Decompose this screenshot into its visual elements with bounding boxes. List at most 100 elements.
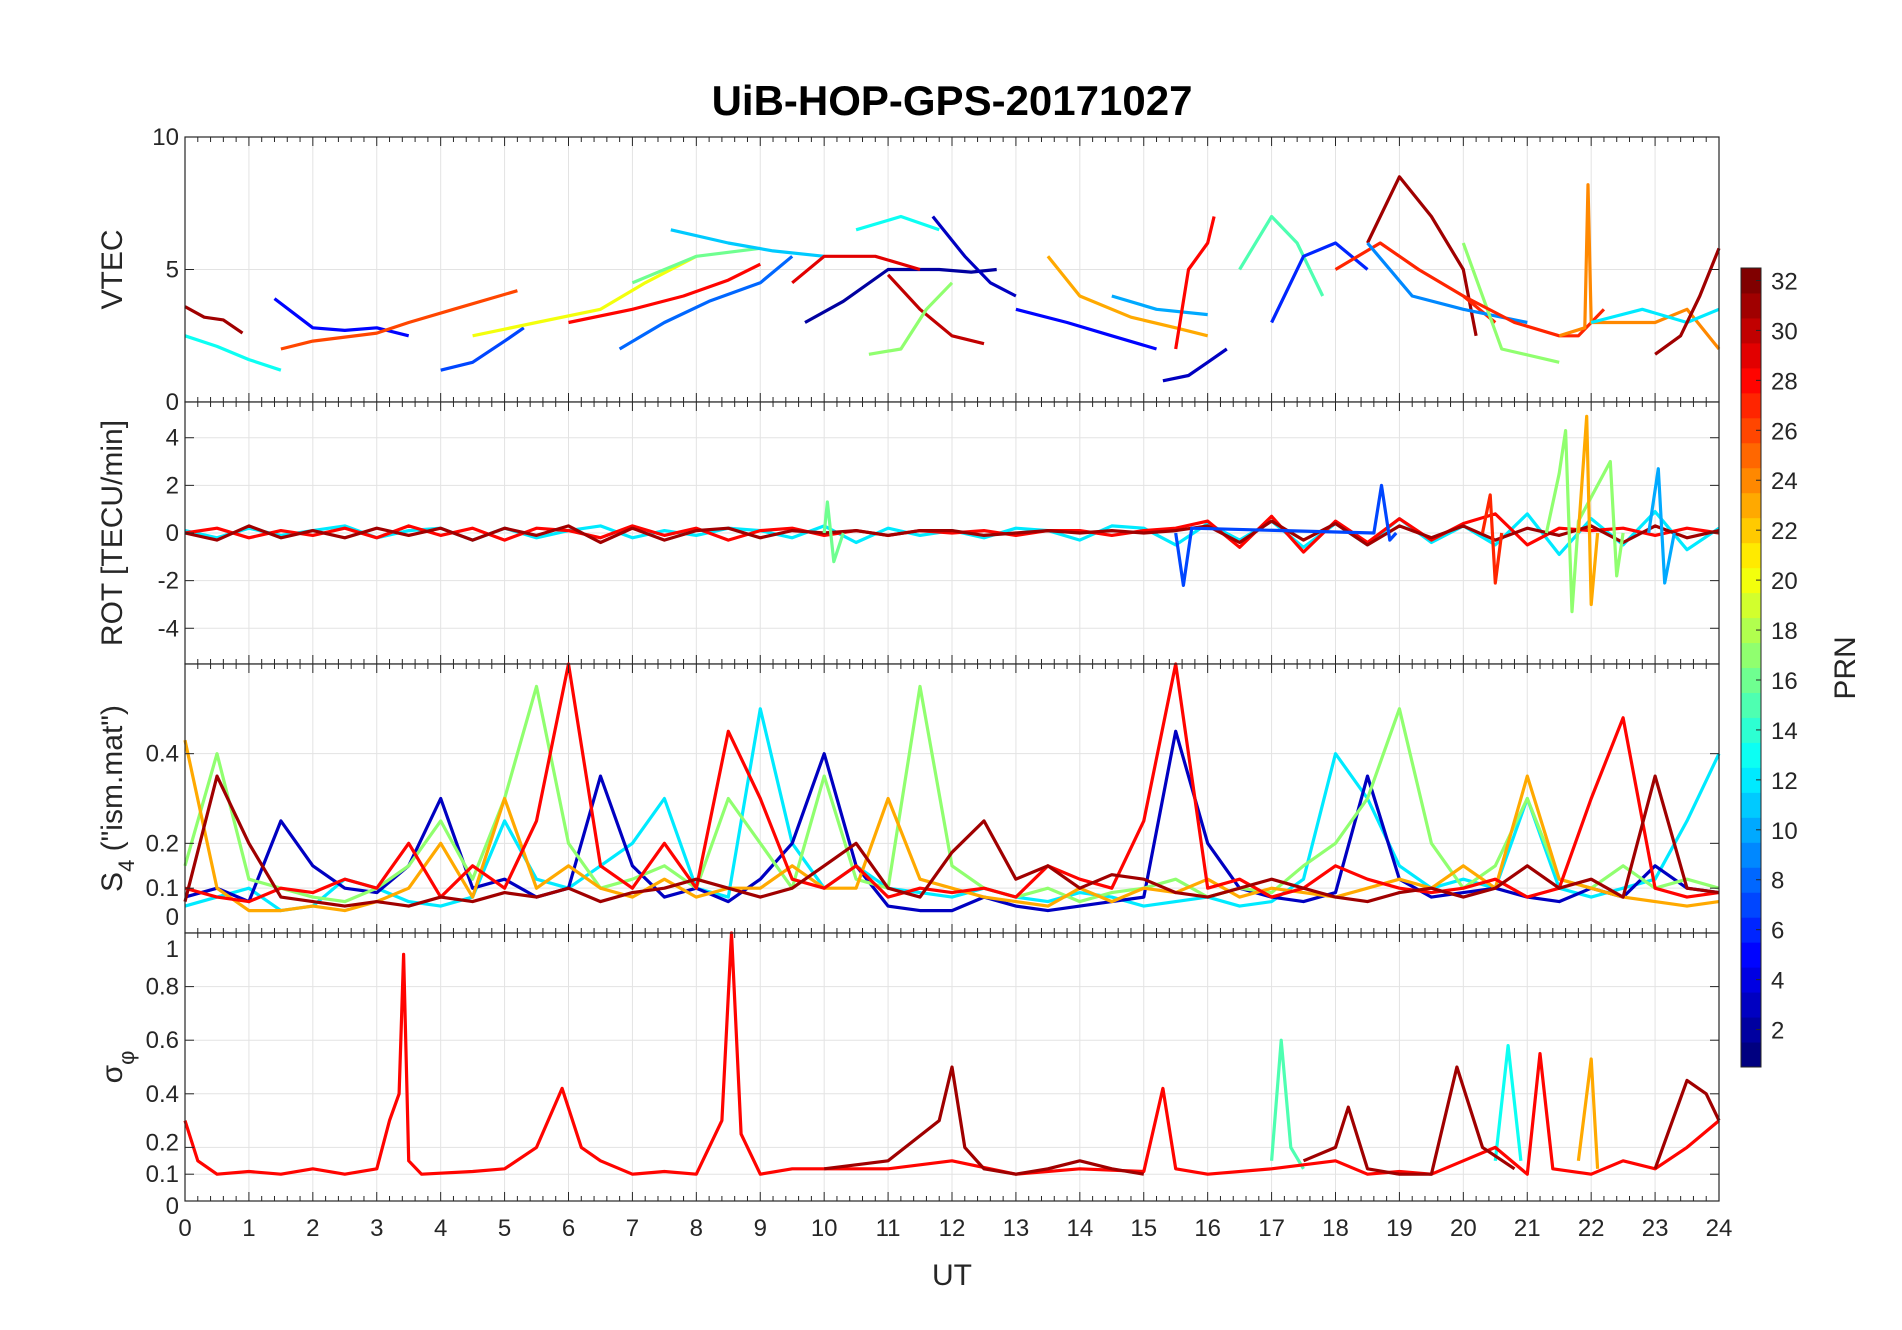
colorbar-swatch	[1741, 717, 1761, 743]
x-tick-label: 13	[1003, 1215, 1030, 1242]
y-label-main: S	[96, 872, 129, 892]
y-tick-label: 10	[152, 124, 179, 151]
series-prn-28	[183, 931, 1721, 1176]
colorbar-swatch	[1741, 392, 1761, 419]
series-prn-10	[1647, 467, 1676, 585]
colorbar-swatch	[1741, 467, 1761, 494]
panel-1: -4 -2 0 2 4 ROT [TECU/min]	[96, 401, 1720, 665]
series-prn-12	[184, 707, 1721, 913]
series-prn-13	[184, 334, 282, 372]
panel-3: 0 0.1 0.2 0.4 0.6 0.8 1 σφ	[96, 931, 1721, 1220]
colorbar-swatch	[1741, 442, 1761, 469]
x-tick-label: 14	[1066, 1215, 1093, 1242]
series-prn-16	[822, 500, 845, 564]
series-prn-3	[1162, 347, 1228, 383]
colorbar-swatch	[1741, 742, 1761, 768]
colorbar-tick-label: 8	[1771, 868, 1784, 895]
colorbar-tick-label: 32	[1771, 268, 1798, 295]
y-label-main: σ	[96, 1064, 129, 1083]
series-prn-27	[1480, 493, 1504, 585]
y-tick-label: 0	[166, 904, 179, 931]
colorbar-swatch	[1741, 492, 1761, 519]
series-prn-7	[1174, 483, 1398, 588]
panel-0: 0 5 10 VTEC	[96, 124, 1721, 416]
colorbar-label: PRN	[1829, 636, 1862, 699]
colorbar-swatch	[1741, 642, 1761, 668]
series-prn-17	[868, 281, 954, 356]
colorbar-swatch	[1741, 792, 1761, 818]
series-prn-15	[1270, 1038, 1305, 1170]
y-tick-label: 0.8	[146, 974, 179, 1001]
colorbar-swatch	[1741, 617, 1761, 644]
colorbar-tick-label: 6	[1771, 918, 1784, 945]
series-prn-23	[1576, 1057, 1600, 1169]
series-prn-10	[1111, 294, 1208, 317]
colorbar-tick-label: 2	[1771, 1018, 1784, 1045]
colorbar-swatch	[1741, 967, 1761, 993]
x-tick-label: 9	[754, 1215, 767, 1242]
series-prn-12	[1590, 307, 1720, 325]
colorbar-swatch	[1741, 567, 1761, 594]
series-prn-27	[1334, 241, 1497, 324]
y-tick-label: 0.6	[146, 1027, 179, 1054]
series-prn-17	[1544, 429, 1625, 614]
x-tick-label: 23	[1642, 1215, 1669, 1242]
y-tick-label: -2	[158, 568, 179, 595]
series-prn-13	[1493, 1043, 1523, 1161]
y-tick-label: 0.1	[146, 875, 179, 902]
colorbar-swatch	[1741, 592, 1761, 619]
series-prn-28	[184, 512, 1720, 554]
x-tick-label: 11	[876, 1215, 901, 1242]
colorbar-swatch	[1741, 942, 1761, 968]
colorbar-tick-label: 30	[1771, 318, 1798, 345]
colorbar-swatch	[1741, 817, 1761, 843]
series-prn-31	[824, 1065, 1145, 1176]
colorbar-swatch	[1741, 992, 1761, 1018]
series-prn-30	[886, 273, 985, 346]
colorbar-swatch	[1741, 367, 1761, 394]
y-tick-label: 0.1	[146, 1161, 179, 1188]
series-prn-3	[184, 729, 1720, 913]
colorbar-tick-label: 10	[1771, 818, 1798, 845]
x-tick-label: 4	[434, 1215, 447, 1242]
series-prn-3	[931, 215, 1017, 298]
series-prn-17	[1461, 242, 1560, 364]
y-tick-label: 0	[166, 389, 179, 416]
series-prn-11	[670, 228, 825, 258]
x-tick-label: 10	[811, 1215, 838, 1242]
chart-title: UiB-HOP-GPS-20171027	[712, 77, 1193, 124]
x-tick-label: 1	[242, 1215, 255, 1242]
series-prn-23	[1576, 414, 1600, 607]
y-tick-label: 0.2	[146, 1129, 179, 1156]
x-tick-label: 22	[1578, 1215, 1605, 1242]
series-prn-31	[1366, 175, 1478, 337]
colorbar-tick-label: 16	[1771, 668, 1798, 695]
series-prn-28	[1174, 216, 1216, 350]
series-prn-7	[440, 326, 525, 372]
x-tick-label: 5	[498, 1215, 511, 1242]
series-prn-31	[183, 774, 1720, 908]
series-prn-31	[1654, 247, 1721, 356]
y-tick-label: 1	[166, 936, 179, 963]
colorbar-swatch	[1741, 767, 1761, 793]
colorbar-tick-label: 28	[1771, 368, 1798, 395]
colorbar-swatch	[1741, 342, 1761, 369]
y-tick-label: 0.4	[146, 741, 179, 768]
series-prn-13	[855, 214, 940, 232]
panel-2: 00.1 0.2 0.4 S4 ("ism.mat")	[96, 662, 1721, 934]
series-prn-31	[1302, 1065, 1516, 1176]
colorbar-swatch	[1741, 268, 1761, 294]
y-label-rest: ("ism.mat")	[96, 705, 129, 860]
colorbar-swatch	[1741, 1042, 1761, 1068]
y-label-sub: φ	[114, 1051, 139, 1065]
series-prn-28	[568, 262, 762, 325]
colorbar-swatch	[1741, 867, 1761, 893]
y-tick-label: 0	[166, 1193, 179, 1220]
colorbar-tick-label: 22	[1771, 518, 1798, 545]
x-tick-label: 17	[1258, 1215, 1285, 1242]
x-tick-label: 8	[690, 1215, 703, 1242]
series-prn-15	[1238, 214, 1325, 297]
x-tick-label: 24	[1706, 1215, 1733, 1242]
series-prn-23	[1046, 255, 1209, 338]
